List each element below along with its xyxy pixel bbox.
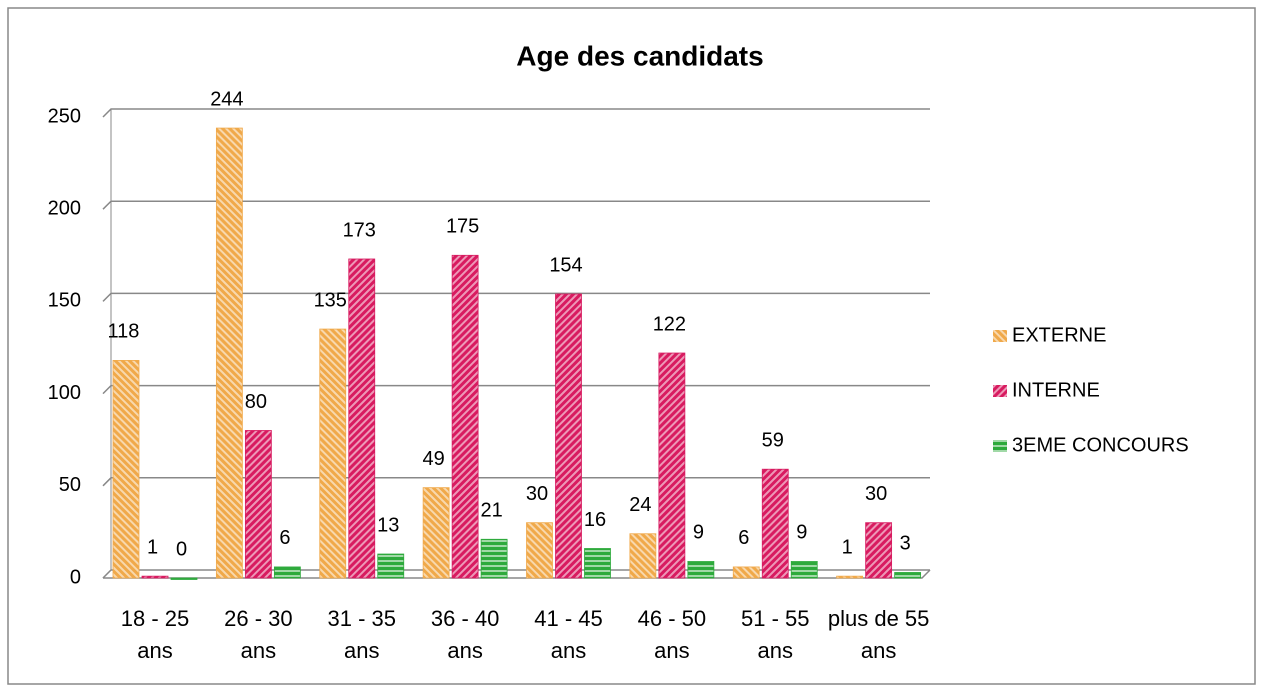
bar [480,538,508,579]
floor [103,569,931,579]
bar [836,575,864,579]
bar [658,352,686,579]
data-label: 30 [526,483,548,505]
bar [732,566,760,579]
data-label: 6 [738,527,749,549]
bar [894,572,922,579]
x-tick-label: plus de 55 ans [827,606,930,663]
y-tick-label: 50 [59,474,81,496]
y-tick-label: 100 [48,382,81,404]
bar [319,328,347,579]
data-label: 3 [900,533,911,555]
data-label: 173 [343,219,376,241]
legend-swatch [993,385,1007,397]
grid-line [102,477,930,487]
data-label: 9 [693,522,704,544]
grid-line [102,569,930,579]
x-tick-label: 51 - 55 ans [741,606,810,663]
data-label: 49 [423,448,445,470]
y-tick-label: 150 [48,290,81,312]
bar [584,548,611,579]
bar [790,561,818,579]
data-label: 9 [796,522,807,544]
grid-line [102,384,930,395]
data-label: 21 [481,500,503,522]
legend-label: INTERNE [1012,379,1100,401]
x-tick-label: 46 - 50 ans [637,606,707,663]
bar [761,468,789,579]
grid-line [102,200,930,210]
bar [112,360,140,579]
grid-line [102,108,930,118]
bar [273,566,301,579]
y-tick-label: 0 [70,566,81,588]
bar [687,561,715,579]
data-label: 13 [377,514,399,536]
data-label: 1 [842,536,853,558]
y-tick-label: 250 [48,105,81,127]
bar [451,254,479,579]
chart-title: Age des candidats [516,40,763,71]
bar [215,127,243,579]
data-label: 80 [245,391,267,413]
data-label: 135 [314,289,347,311]
data-label: 24 [629,494,651,516]
bar [141,575,169,579]
bar [865,522,893,579]
data-label: 6 [279,527,290,549]
x-tick-label: 26 - 30 ans [224,606,293,663]
x-tick-label: 18 - 25 ans [120,606,190,663]
bar [170,577,198,580]
y-tick-label: 200 [48,197,81,219]
bar [348,258,376,579]
legend-swatch [993,440,1007,452]
data-label: 59 [762,429,784,451]
bar [526,522,553,579]
bar [555,293,582,579]
data-label: 30 [865,483,887,505]
bar [629,533,657,579]
bar [244,430,272,579]
bar [377,553,405,579]
data-label: 244 [210,88,243,110]
data-label: 122 [653,313,686,335]
legend-label: EXTERNE [1012,324,1106,346]
data-label: 118 [108,321,140,343]
data-label: 0 [176,538,187,560]
grid-line [102,292,930,302]
data-label: 154 [549,254,582,276]
bar [422,487,450,579]
legend-label: 3EME CONCOURS [1012,434,1189,456]
x-tick-label: 41 - 45 ans [534,606,603,663]
data-label: 1 [147,536,158,558]
legend-swatch [993,330,1007,342]
data-label: 175 [446,216,479,238]
data-label: 16 [584,509,606,531]
x-tick-label: 36 - 40 ans [430,606,500,663]
x-tick-label: 31 - 35 ans [327,606,397,663]
